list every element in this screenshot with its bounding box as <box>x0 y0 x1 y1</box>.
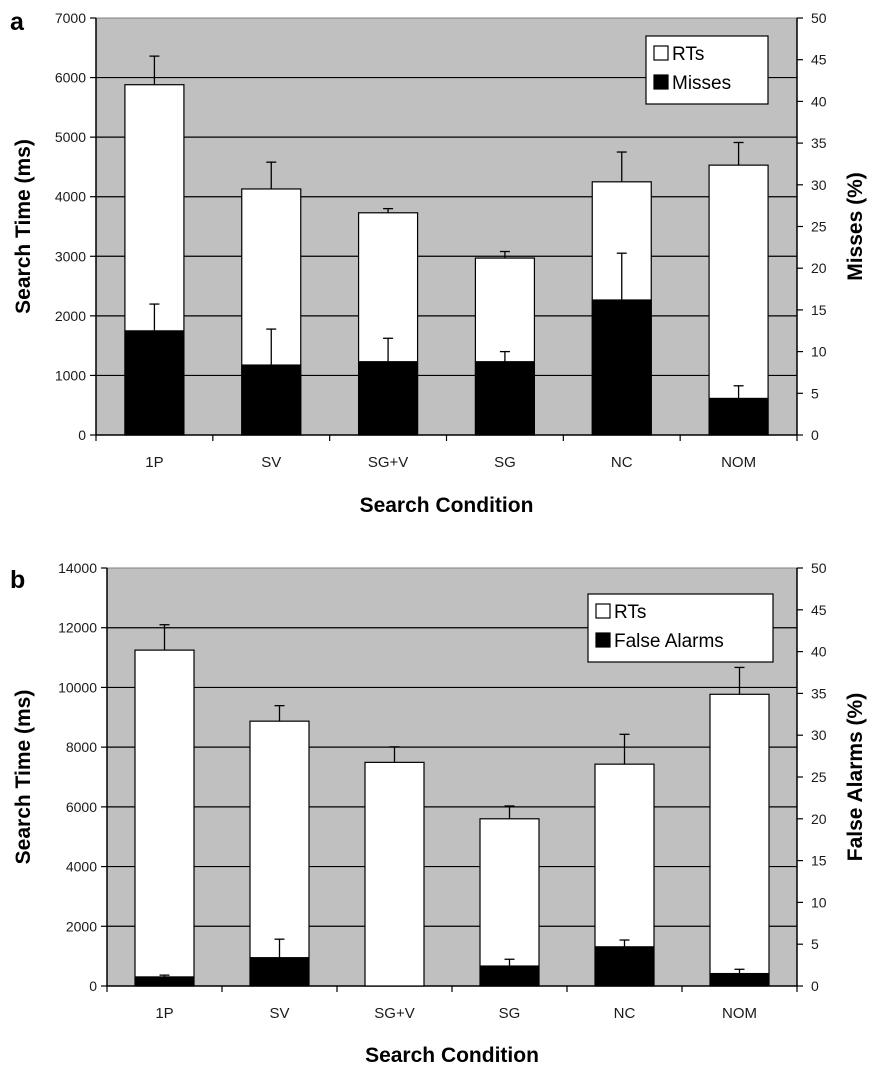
black-bar <box>474 361 535 436</box>
right-tick-label: 15 <box>811 302 827 318</box>
black-bar <box>708 397 769 436</box>
right-tick-label: 20 <box>811 811 827 827</box>
category-label: NC <box>614 1005 636 1022</box>
x-axis-title: Search Condition <box>360 494 534 517</box>
panel-letter: a <box>10 8 25 36</box>
black-bar <box>249 957 310 987</box>
right-tick-label: 25 <box>811 769 827 785</box>
legend-entry: RTs <box>672 44 704 65</box>
black-bar <box>241 364 302 436</box>
black-bar <box>709 972 770 987</box>
right-tick-label: 25 <box>811 219 827 235</box>
black-bar <box>594 946 655 987</box>
right-tick-label: 40 <box>811 93 827 109</box>
y2-axis-title: False Alarms (%) <box>844 693 867 861</box>
black-bar <box>134 976 195 987</box>
left-tick-label: 4000 <box>66 859 97 875</box>
right-tick-label: 45 <box>811 602 827 618</box>
rt-bar <box>479 818 540 987</box>
right-tick-label: 45 <box>811 52 827 68</box>
right-tick-label: 15 <box>811 853 827 869</box>
x-axis-title: Search Condition <box>365 1044 539 1067</box>
rt-bar <box>364 761 425 987</box>
black-bar <box>479 965 540 987</box>
category-label: SV <box>261 454 281 471</box>
rt-bar <box>134 649 195 987</box>
category-label: NC <box>611 454 633 471</box>
legend: RTs Misses <box>645 35 769 105</box>
left-tick-label: 7000 <box>55 10 86 26</box>
right-tick-label: 0 <box>811 427 819 443</box>
right-tick-label: 5 <box>811 936 819 952</box>
left-tick-label: 8000 <box>66 739 97 755</box>
left-tick-label: 1000 <box>55 367 86 383</box>
left-tick-label: 14000 <box>58 560 97 576</box>
right-tick-label: 35 <box>811 685 827 701</box>
right-tick-label: 20 <box>811 260 827 276</box>
right-tick-label: 40 <box>811 644 827 660</box>
legend-swatch <box>653 74 669 90</box>
right-tick-label: 30 <box>811 177 827 193</box>
left-tick-label: 0 <box>78 427 86 443</box>
category-label: 1P <box>155 1005 173 1022</box>
left-tick-label: 4000 <box>55 189 86 205</box>
y2-axis-title: Misses (%) <box>844 172 867 281</box>
category-label: 1P <box>145 454 163 471</box>
right-tick-label: 0 <box>811 978 819 994</box>
chart-panel-b: 0 2000 4000 6000 8000 10000 12000 14000 0 5 10 15 20… <box>10 560 867 1067</box>
category-label: NOM <box>721 454 756 471</box>
left-tick-label: 6000 <box>66 799 97 815</box>
y-axis-title: Search Time (ms) <box>12 139 35 314</box>
legend-entry: RTs <box>614 602 646 623</box>
chart-panel-a: 0 1000 2000 3000 4000 5000 6000 7000 0 5 10 15 20 25 3… <box>10 8 867 517</box>
y-axis-title: Search Time (ms) <box>12 690 35 865</box>
category-label: SG <box>494 454 516 471</box>
category-label: SG <box>499 1005 521 1022</box>
right-tick-label: 35 <box>811 135 827 151</box>
left-tick-label: 5000 <box>55 129 86 145</box>
legend-swatch <box>595 603 611 619</box>
legend: RTs False Alarms <box>587 593 774 663</box>
legend-entry: Misses <box>672 73 731 94</box>
legend-box <box>587 593 774 663</box>
rt-bar <box>709 693 770 987</box>
left-tick-label: 12000 <box>58 620 97 636</box>
right-tick-label: 5 <box>811 385 819 401</box>
left-tick-label: 3000 <box>55 248 86 264</box>
right-tick-label: 50 <box>811 560 827 576</box>
left-tick-label: 10000 <box>58 679 97 695</box>
legend-swatch <box>595 632 611 648</box>
right-tick-label: 10 <box>811 894 827 910</box>
legend-swatch <box>653 45 669 61</box>
left-tick-label: 6000 <box>55 70 86 86</box>
category-label: NOM <box>722 1005 757 1022</box>
black-bar <box>124 330 185 436</box>
black-bar <box>358 361 419 436</box>
black-bar <box>591 299 652 436</box>
category-label: SV <box>269 1005 289 1022</box>
legend-entry: False Alarms <box>614 631 724 652</box>
panel-letter: b <box>10 566 25 594</box>
left-tick-label: 2000 <box>66 918 97 934</box>
right-tick-label: 50 <box>811 10 827 26</box>
right-tick-label: 30 <box>811 727 827 743</box>
right-tick-label: 10 <box>811 344 827 360</box>
left-tick-label: 0 <box>89 978 97 994</box>
category-label: SG+V <box>374 1005 414 1022</box>
category-label: SG+V <box>368 454 408 471</box>
left-tick-label: 2000 <box>55 308 86 324</box>
